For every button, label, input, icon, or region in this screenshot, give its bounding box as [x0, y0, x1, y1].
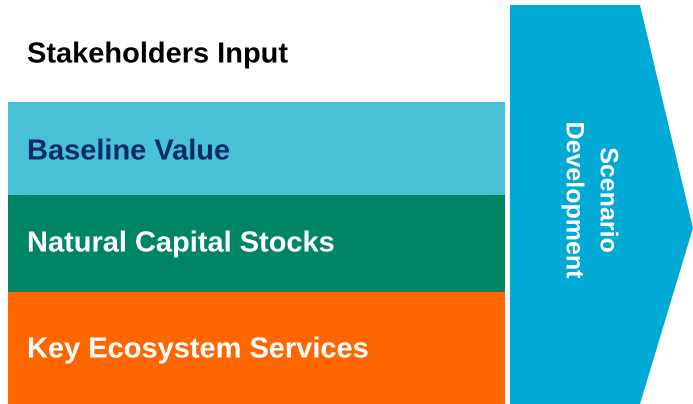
arrow-label: Development [560, 122, 588, 280]
layer-box [0, 0, 507, 102]
layer-box [8, 292, 505, 404]
layer-box [8, 195, 505, 292]
layer-label: Key Ecosystem Services [27, 333, 369, 365]
layer-label: Natural Capital Stocks [27, 227, 335, 259]
layer-label: Stakeholders Input [27, 38, 288, 70]
scenario-arrow [510, 5, 693, 404]
arrow-label: Scenario [594, 147, 622, 253]
layer-label: Baseline Value [27, 135, 230, 167]
arrow-text-group: Scenario Development [560, 122, 622, 280]
layer-box [8, 102, 505, 195]
